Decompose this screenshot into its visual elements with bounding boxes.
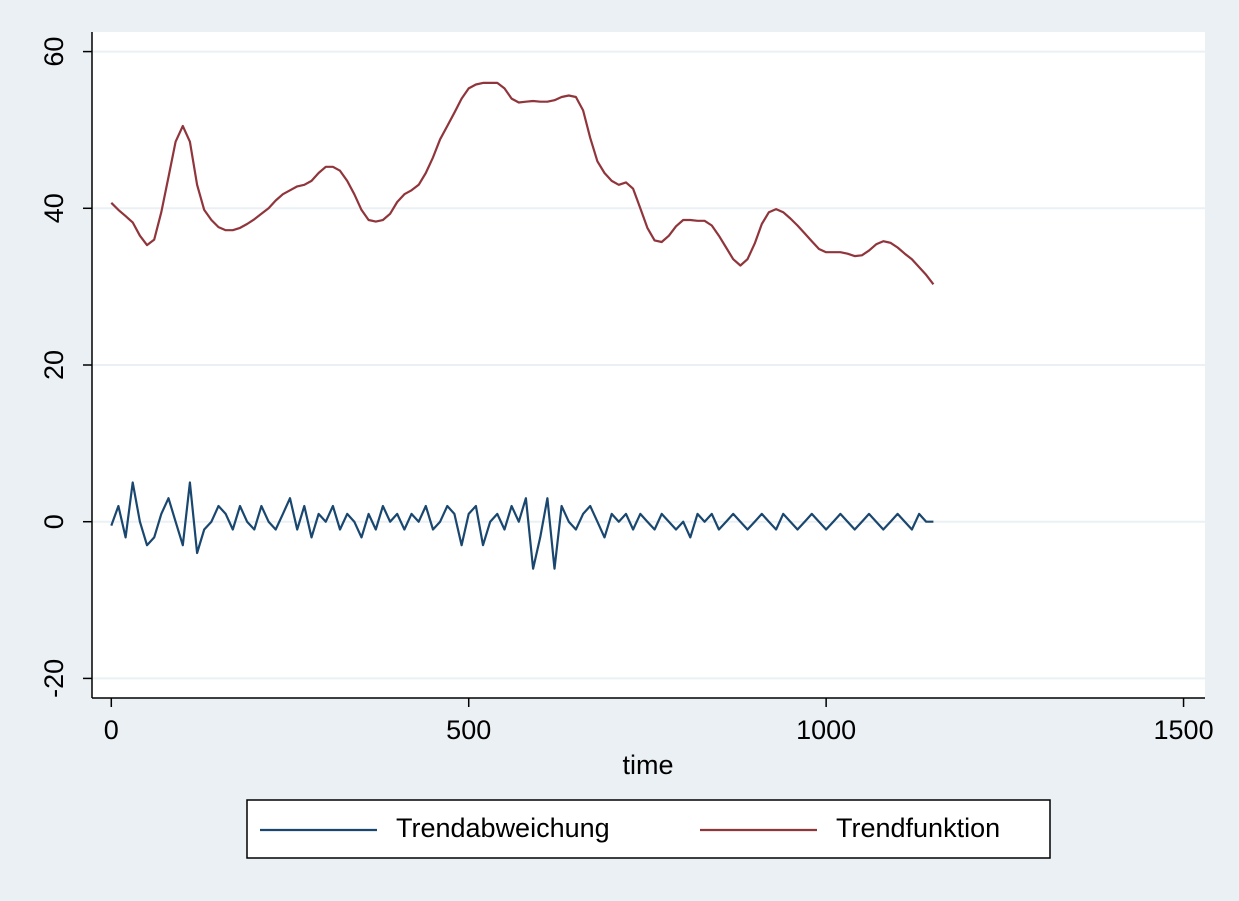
line <box>110 81 935 285</box>
legend-label: Trendfunktion <box>836 813 1000 843</box>
x-tick-label: 500 <box>446 715 491 745</box>
y-tick-label: 60 <box>39 37 69 67</box>
legend <box>246 799 1051 859</box>
x-tick-label: 1500 <box>1154 715 1214 745</box>
x-axis-label: time <box>622 750 673 780</box>
y-tick-label: 0 <box>39 514 69 529</box>
x-tick-label: 0 <box>104 715 119 745</box>
line <box>110 481 934 570</box>
x-tick-label: 1000 <box>796 715 856 745</box>
y-tick-label: 40 <box>39 193 69 223</box>
y-tick-label: -20 <box>39 659 69 698</box>
legend-label: Trendabweichung <box>396 813 610 843</box>
y-tick-label: 20 <box>39 350 69 380</box>
